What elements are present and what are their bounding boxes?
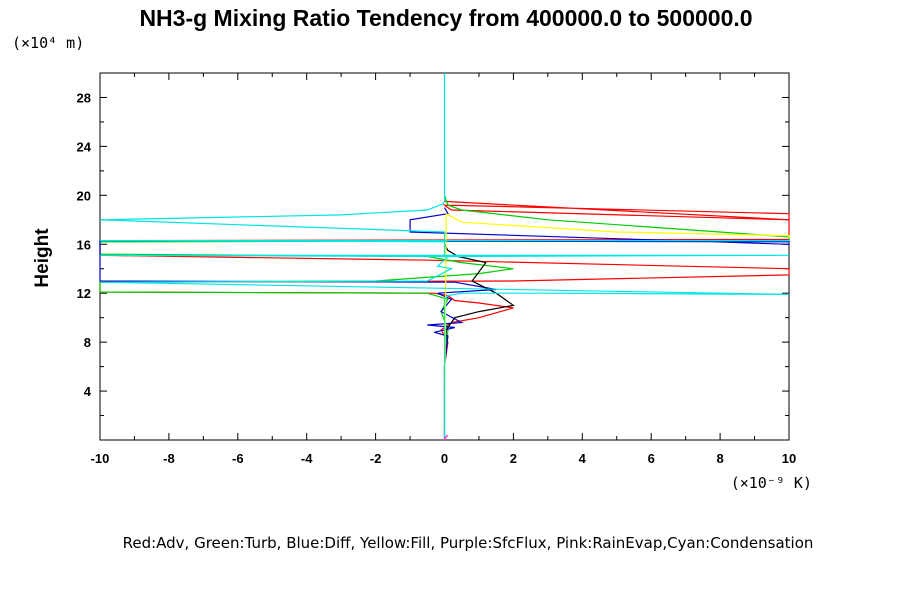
x-tick-label: 2 [510,451,517,466]
x-unit-label: (×10⁻⁹ K) [731,474,812,492]
x-tick-label: 8 [716,451,723,466]
chart-title: NH3-g Mixing Ratio Tendency from 400000.… [139,5,752,31]
y-tick-label: 4 [84,384,92,399]
y-axis-label: Height [32,228,53,288]
series-line-2 [99,207,790,438]
y-tick-label: 24 [77,139,92,154]
series-line-1 [99,195,790,367]
x-tick-label: -6 [232,451,244,466]
x-tick-label: -4 [301,451,313,466]
x-tick-label: -8 [163,451,175,466]
x-tick-label: 4 [579,451,587,466]
series-line-7 [99,73,790,438]
y-tick-label: 8 [84,335,91,350]
legend-text: Red:Adv, Green:Turb, Blue:Diff, Yellow:F… [123,534,814,552]
y-tick-label: 12 [77,286,91,301]
x-tick-label: -2 [370,451,382,466]
series-line-3 [443,244,515,367]
series-line-0 [99,200,790,438]
y-tick-label: 16 [77,237,91,252]
series-lines [99,73,790,441]
series-line-6 [444,434,449,441]
y-unit-label: (×10⁴ m) [12,34,84,52]
series-line-4 [443,212,790,441]
y-tick-label: 28 [77,90,91,105]
x-tick-label: 0 [441,451,448,466]
x-tick-label: 6 [648,451,655,466]
x-tick-label: 10 [782,451,796,466]
x-tick-label: -10 [91,451,110,466]
y-tick-label: 20 [77,188,91,203]
